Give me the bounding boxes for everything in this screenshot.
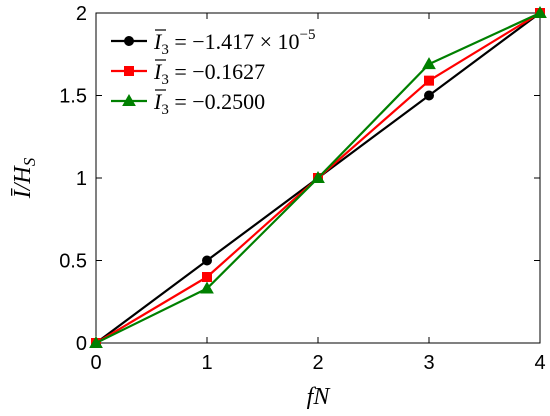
y-axis-label: Ī/HS [10,157,39,199]
legend-label: I3 = −1.417 × 10−5 [153,27,316,58]
y-tick-label: 2 [76,3,87,25]
legend-label: I3 = −0.1627 [153,59,265,88]
x-tick-label: 0 [90,352,101,374]
data-point-circle [424,90,434,101]
legend-label: I3 = −0.2500 [153,89,265,118]
data-point-triangle [122,93,136,106]
data-point-triangle [89,335,103,348]
data-point-square [424,75,434,86]
data-point-triangle [200,281,214,294]
y-tick-label: 0 [76,333,87,355]
series-3 [89,5,547,348]
data-point-triangle [422,57,436,70]
series-group [89,5,547,348]
data-point-triangle [533,5,547,18]
tick-labels: 0 1 2 3 4 0 0.5 1 1.5 2 [59,3,545,374]
x-tick-label: 2 [312,352,323,374]
data-point-circle [202,255,212,266]
y-tick-label: 1 [76,168,87,190]
y-tick-label: 1.5 [59,86,87,108]
x-tick-label: 4 [534,352,545,374]
data-point-circle [124,36,134,46]
x-tick-label: 1 [201,352,212,374]
x-tick-label: 3 [423,352,434,374]
legend-entry-2: I3 = −0.1627 [111,59,265,88]
legend-entry-1: I3 = −1.417 × 10−5 [111,27,316,58]
x-axis-label: fN [307,384,332,410]
y-tick-label: 0.5 [59,251,87,273]
data-point-square [202,272,212,282]
data-point-square [124,66,134,76]
data-point-triangle [311,170,325,183]
legend-entry-3: I3 = −0.2500 [111,89,265,118]
